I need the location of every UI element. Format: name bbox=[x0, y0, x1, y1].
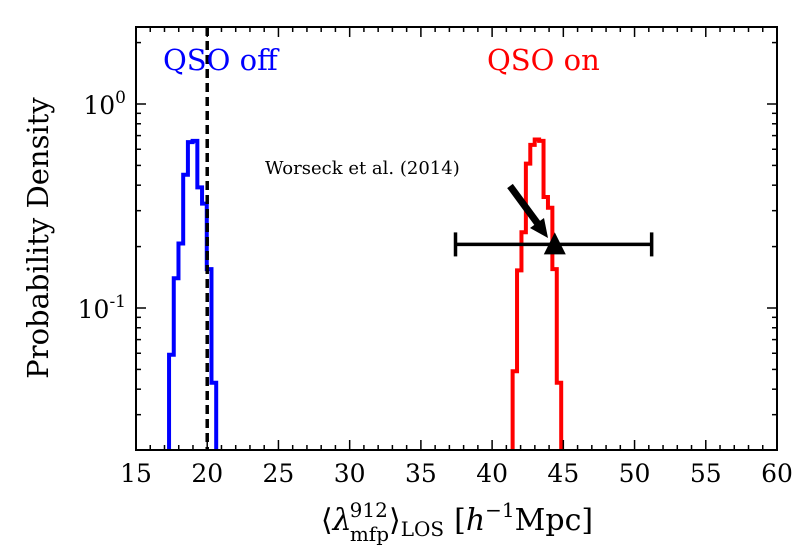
y-tick-label: 100 bbox=[83, 88, 126, 120]
x-tick-label: 50 bbox=[619, 459, 651, 488]
x-tick-label: 35 bbox=[405, 459, 437, 488]
x-tick-label: 45 bbox=[547, 459, 579, 488]
x-tick-label: 30 bbox=[334, 459, 366, 488]
x-tick-label: 15 bbox=[120, 459, 152, 488]
legend-qso-on: QSO on bbox=[487, 43, 600, 77]
x-tick-label: 60 bbox=[761, 459, 793, 488]
triangle-marker bbox=[543, 232, 566, 255]
y-tick-label: 10-1 bbox=[78, 292, 126, 324]
annotation-arrow bbox=[507, 183, 541, 227]
x-tick-label: 20 bbox=[191, 459, 223, 488]
y-axis-label: Probability Density bbox=[21, 97, 55, 379]
histogram-qso-on bbox=[510, 137, 564, 450]
plot-area bbox=[167, 27, 654, 450]
annotation-worseck: Worseck et al. (2014) bbox=[265, 158, 460, 179]
plot-frame bbox=[135, 26, 778, 451]
legend-qso-off: QSO off bbox=[163, 43, 280, 77]
x-tick-label: 25 bbox=[263, 459, 295, 488]
annotation-arrowhead bbox=[530, 218, 548, 238]
x-tick-label: 40 bbox=[476, 459, 508, 488]
x-axis-label: ⟨λ912 mfp⟩LOS [h−1Mpc] bbox=[321, 498, 593, 546]
x-tick-label: 55 bbox=[690, 459, 722, 488]
histogram-qso-off bbox=[167, 138, 219, 450]
